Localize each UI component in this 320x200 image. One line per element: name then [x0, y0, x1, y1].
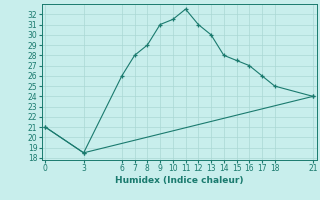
X-axis label: Humidex (Indice chaleur): Humidex (Indice chaleur)	[115, 176, 244, 185]
